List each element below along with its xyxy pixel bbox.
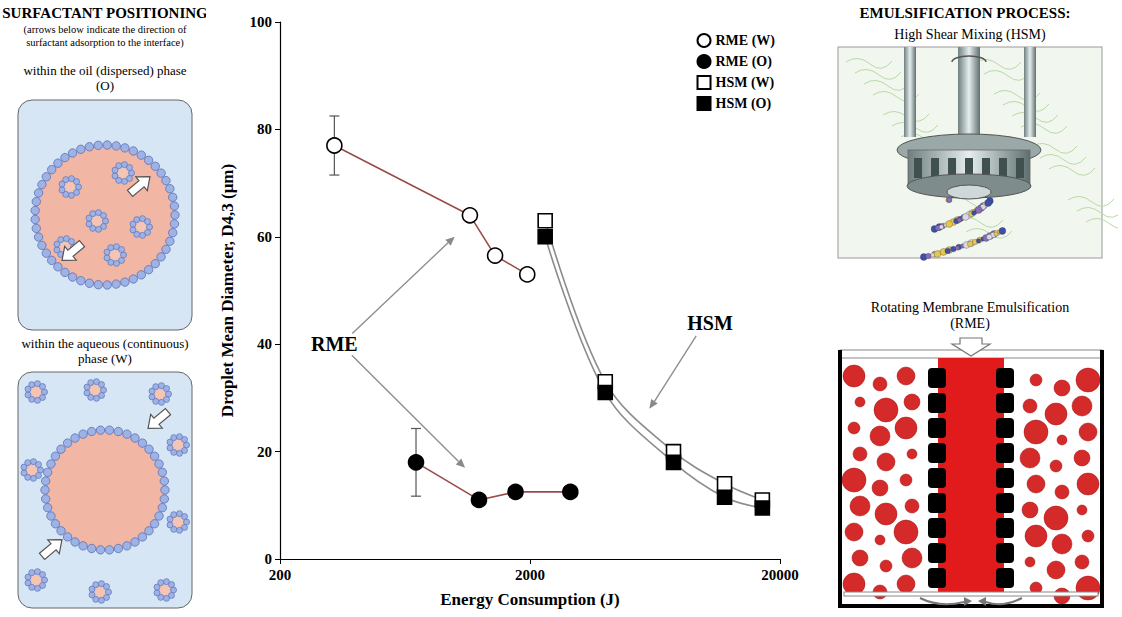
html-text:SURFACTANT POSITIONING: SURFACTANT POSITIONING xyxy=(2,5,208,21)
svg-text:HSM (W): HSM (W) xyxy=(716,75,775,91)
svg-text:40: 40 xyxy=(257,336,272,352)
svg-text:RME (O): RME (O) xyxy=(716,54,773,70)
svg-text:20000: 20000 xyxy=(761,567,799,583)
html-text:(arrows below indicate the dir: (arrows below indicate the direction of … xyxy=(23,24,187,48)
svg-text:20: 20 xyxy=(257,444,272,460)
html-text:Rotating Membrane Emulsificati: Rotating Membrane Emulsification (RME) xyxy=(870,300,1070,331)
html-text:within the oil (dispersed) pha: within the oil (dispersed) phase (O) xyxy=(23,63,187,93)
svg-text:Droplet Mean Diameter, D4,3 (μ: Droplet Mean Diameter, D4,3 (μm) xyxy=(218,164,237,417)
svg-text:RME (W): RME (W) xyxy=(716,33,776,49)
html-text:EMULSIFICATION PROCESS:: EMULSIFICATION PROCESS: xyxy=(859,5,1071,21)
svg-text:80: 80 xyxy=(257,121,272,137)
html-text:within the aqueous (continuous: within the aqueous (continuous) phase (W… xyxy=(21,336,189,366)
svg-text:HSM: HSM xyxy=(687,312,733,334)
svg-text:60: 60 xyxy=(257,229,272,245)
html-text:High Shear Mixing (HSM): High Shear Mixing (HSM) xyxy=(894,27,1046,42)
svg-text:RME: RME xyxy=(311,333,358,355)
svg-text:HSM (O): HSM (O) xyxy=(716,96,772,112)
svg-text:0: 0 xyxy=(265,551,273,567)
svg-text:100: 100 xyxy=(250,14,273,30)
svg-text:200: 200 xyxy=(269,567,292,583)
svg-text:Energy Consumption (J): Energy Consumption (J) xyxy=(440,590,619,609)
svg-text:2000: 2000 xyxy=(515,567,545,583)
